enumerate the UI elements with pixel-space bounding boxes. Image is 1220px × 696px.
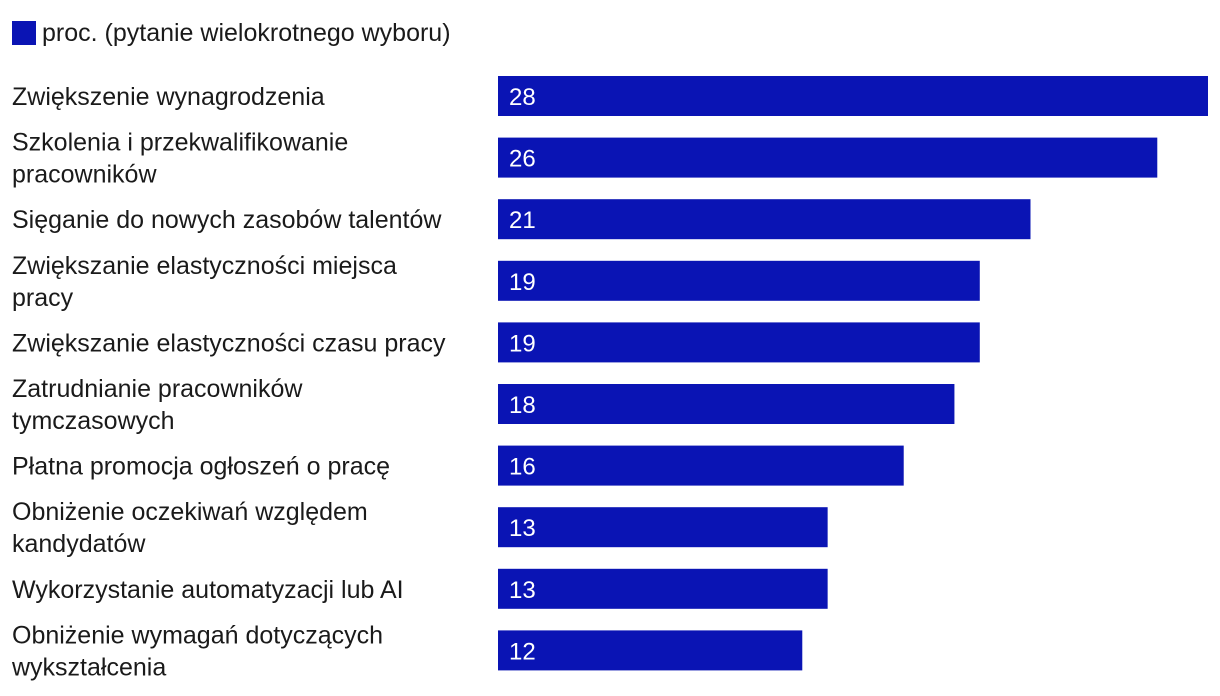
- bar: [498, 445, 904, 486]
- category-label: Sięganie do nowych zasobów talentów: [12, 206, 442, 234]
- legend: proc. (pytanie wielokrotnego wyboru): [12, 18, 451, 48]
- bar: [498, 260, 980, 301]
- bar-row: Zwiększanie elastyczności miejsca pracy 19: [12, 252, 980, 312]
- bar-row: Zwiększanie elastyczności czasu pracy 19: [12, 322, 980, 363]
- bar-row: Szkolenia i przekwalifikowanie pracownikó…: [12, 129, 1158, 189]
- category-label: Obniżenie wymagań dotyczących wykształcen…: [11, 621, 383, 681]
- category-label: Zwiększenie wynagrodzenia: [12, 83, 325, 111]
- bar: [498, 630, 803, 671]
- value-label: 19: [509, 330, 536, 357]
- category-label: Zwiększanie elastyczności miejsca pracy: [12, 252, 397, 312]
- value-label: 28: [509, 84, 536, 111]
- bar-row: Obniżenie wymagań dotyczących wykształcen…: [11, 621, 803, 681]
- bar: [498, 507, 828, 548]
- bar: [498, 384, 955, 424]
- category-label: Płatna promocja ogłoszeń o pracę: [12, 453, 390, 481]
- bar: [498, 137, 1158, 178]
- value-label: 21: [509, 207, 536, 234]
- legend-label: proc. (pytanie wielokrotnego wyboru): [42, 19, 451, 47]
- value-label: 19: [509, 269, 536, 296]
- bar-row: Obniżenie oczekiwań względem kandydatów 13: [12, 498, 828, 558]
- category-label: Zwiększanie elastyczności czasu pracy: [12, 329, 446, 357]
- bar: [498, 322, 980, 363]
- category-label: Zatrudnianie pracowników tymczasowych: [12, 375, 303, 435]
- bar-row: Płatna promocja ogłoszeń o pracę 16: [12, 445, 904, 486]
- bar: [498, 76, 1208, 116]
- bar: [498, 568, 828, 609]
- value-label: 12: [509, 638, 536, 665]
- value-label: 26: [509, 146, 536, 173]
- category-label: Wykorzystanie automatyzacji lub AI: [12, 576, 404, 604]
- bar-row: Zwiększenie wynagrodzenia 28: [12, 76, 1208, 116]
- bar-row: Zatrudnianie pracowników tymczasowych 18: [12, 375, 955, 435]
- value-label: 16: [509, 454, 536, 481]
- bar: [498, 199, 1031, 240]
- value-label: 18: [509, 392, 536, 419]
- category-label: Szkolenia i przekwalifikowanie pracownikó…: [12, 129, 348, 189]
- category-label: Obniżenie oczekiwań względem kandydatów: [12, 498, 368, 558]
- legend-swatch: [12, 21, 36, 45]
- bar-row: Sięganie do nowych zasobów talentów 21: [12, 199, 1031, 240]
- value-label: 13: [509, 515, 536, 542]
- bar-row: Wykorzystanie automatyzacji lub AI 13: [12, 568, 828, 609]
- value-label: 13: [509, 577, 536, 604]
